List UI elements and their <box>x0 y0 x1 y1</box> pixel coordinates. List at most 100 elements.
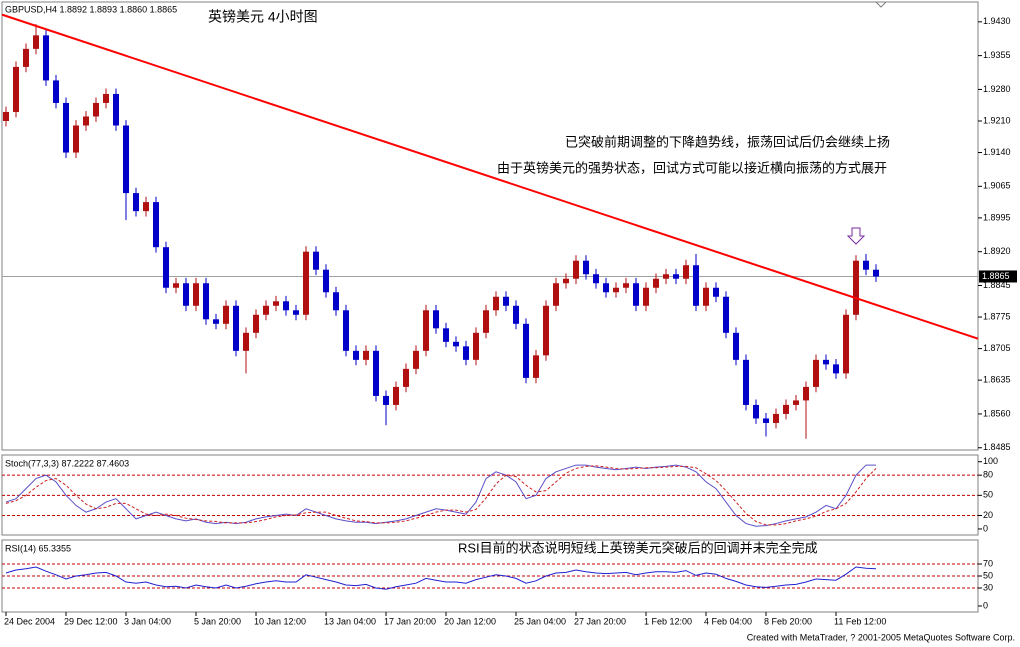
candle-body <box>483 310 489 333</box>
y-tick-label: 1.9355 <box>983 50 1011 60</box>
candle-body <box>443 328 449 342</box>
candle-body <box>663 274 669 279</box>
x-tick-label: 27 Jan 20:00 <box>574 616 626 626</box>
candle-body <box>783 404 789 414</box>
y-tick-label: 50 <box>983 570 993 580</box>
y-tick-label: 1.8705 <box>983 343 1011 353</box>
y-tick-label: 100 <box>983 456 998 466</box>
candle-body <box>453 341 459 347</box>
candle-body <box>13 66 19 112</box>
chart-title: 英镑美元 4小时图 <box>208 9 318 25</box>
candle-body <box>93 102 99 117</box>
y-tick-label: 20 <box>983 510 993 520</box>
indicator-line <box>5 465 877 526</box>
candle-body <box>113 93 119 126</box>
y-tick-label: 50 <box>983 490 993 500</box>
candle-body <box>103 93 109 103</box>
annotation: 已突破前期调整的下降趋势线，振荡回试后仍会继续上扬 <box>565 134 890 149</box>
candle-body <box>333 292 339 311</box>
x-tick-label: 11 Feb 12:00 <box>834 616 886 626</box>
y-tick-label: 1.9065 <box>983 181 1011 191</box>
indicator-line <box>5 464 876 527</box>
y-tick-label: 1.9140 <box>983 147 1011 157</box>
candle-body <box>753 404 759 419</box>
candle-body <box>33 35 39 49</box>
y-tick-label: 30 <box>983 582 993 592</box>
x-tick-label: 10 Jan 12:00 <box>254 616 306 626</box>
candle-body <box>723 296 729 333</box>
candle-body <box>343 310 349 351</box>
candle-body <box>273 301 279 306</box>
indicator-line <box>5 566 877 590</box>
candle-body <box>513 305 519 324</box>
candle-body <box>833 364 839 374</box>
x-tick-label: 24 Dec 2004 <box>4 616 55 626</box>
x-tick-label: 3 Jan 04:00 <box>124 616 171 626</box>
annotation: RSI目前的状态说明短线上英镑美元突破后的回调并未完全完成 <box>458 540 818 555</box>
candle-body <box>473 332 479 360</box>
candle-body <box>53 80 59 103</box>
candle-body <box>503 296 509 306</box>
x-tick-label: 13 Jan 04:00 <box>324 616 376 626</box>
candle-body <box>743 359 749 405</box>
candle-body <box>373 350 379 396</box>
x-tick-label: 29 Dec 12:00 <box>64 616 118 626</box>
candle-body <box>553 283 559 306</box>
candle-body <box>693 265 699 306</box>
candle-body <box>203 283 209 320</box>
candle-body <box>573 260 579 279</box>
candle-body <box>243 332 249 351</box>
candle-body <box>173 283 179 288</box>
candle-body <box>773 413 779 423</box>
scroll-marker <box>875 1 887 8</box>
x-tick-label: 8 Feb 20:00 <box>764 616 812 626</box>
candle-body <box>123 125 129 194</box>
main-panel <box>1 1 979 451</box>
y-tick-label: 1.8995 <box>983 212 1011 222</box>
candle-body <box>263 305 269 315</box>
candle-body <box>83 116 89 126</box>
candle-body <box>313 251 319 270</box>
candle-body <box>603 283 609 293</box>
x-tick-label: 17 Jan 20:00 <box>384 616 436 626</box>
candle-body <box>73 125 79 153</box>
x-tick-label: 25 Jan 04:00 <box>514 616 566 626</box>
y-tick-label: 1.8845 <box>983 280 1011 290</box>
stoch-header: Stoch(77,3,3) 87.2222 87.4603 <box>5 458 129 468</box>
y-tick-label: 0 <box>983 600 988 610</box>
arrow-marker <box>846 227 866 245</box>
candle-body <box>383 395 389 405</box>
price-label-box <box>979 270 1017 283</box>
rsi-header: RSI(14) 65.3355 <box>5 543 71 553</box>
candle-body <box>673 274 679 279</box>
candle-body <box>43 35 49 81</box>
candle-body <box>133 193 139 212</box>
y-tick-label: 1.8920 <box>983 246 1011 256</box>
candle-body <box>463 346 469 360</box>
candle-body <box>613 287 619 293</box>
candle-body <box>423 310 429 351</box>
candle-body <box>793 400 799 405</box>
candle-body <box>303 251 309 315</box>
candle-body <box>823 359 829 365</box>
y-tick-label: 80 <box>983 470 993 480</box>
candle-body <box>493 296 499 311</box>
candle-body <box>23 48 29 67</box>
candle-body <box>323 269 329 293</box>
y-tick-label: 1.9430 <box>983 16 1011 26</box>
candle-body <box>253 314 259 333</box>
plot-layer: 1.9430 1.9355 1.9280 1.9210 1.9140 1.9065 1.89… <box>1 13 1017 626</box>
price-label: 1.8865 <box>982 271 1010 281</box>
candle-body <box>713 287 719 297</box>
trendline <box>1 13 979 340</box>
candle-body <box>593 274 599 284</box>
candle-body <box>703 287 709 306</box>
candle-body <box>183 283 189 306</box>
candle-body <box>3 111 9 121</box>
x-tick-label: 1 Feb 12:00 <box>644 616 692 626</box>
candle-body <box>393 386 399 405</box>
candle-body <box>643 287 649 306</box>
candle-body <box>653 278 659 288</box>
main-header: GBPUSD,H4 1.8892 1.8893 1.8860 1.8865 <box>5 4 177 14</box>
